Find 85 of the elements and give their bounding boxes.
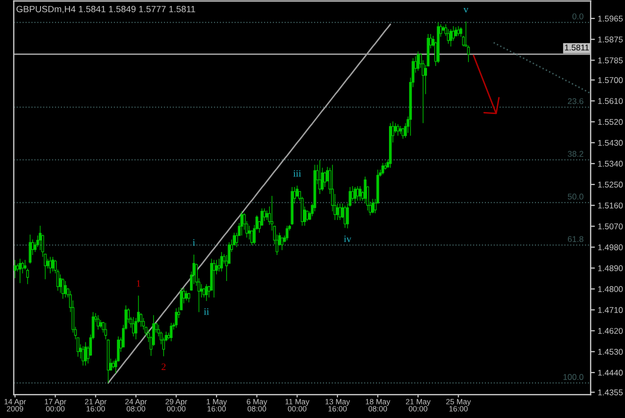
candlestick [396,124,400,136]
annotation: 50.0 [568,194,584,200]
candlestick [24,260,26,270]
candlestick [416,51,420,72]
annotation: 100.0 [563,374,584,380]
annotation: 23.6 [568,98,584,104]
annotation: i [192,239,196,246]
y-tick-label: 1.5785 [598,57,623,64]
y-tick-label: 1.5610 [598,98,623,104]
candlestick [306,210,309,222]
chart-title: GBPUSDm,H4 1.5841 1.5849 1.5777 1.5811 [16,6,196,14]
candlestick [174,308,178,328]
candlestick [354,186,356,204]
candlestick [240,211,244,236]
y-tick-label: 1.5160 [598,202,623,208]
candlestick [106,338,110,384]
candlestick [449,28,452,47]
line-series [492,42,590,94]
y-tick-label: 1.4440 [598,370,623,376]
annotation: 38.2 [568,150,584,157]
annotation: v [464,8,468,13]
candlestick [62,278,64,300]
candlestick [446,28,450,44]
candlestick [263,208,266,222]
candlestick [99,319,102,328]
candlestick [18,258,22,284]
candlestick [205,284,208,302]
candlestick [356,186,359,202]
candlestick [112,360,115,369]
candlestick [389,122,392,168]
y-tick-label: 1.5700 [598,77,623,84]
candlestick [454,26,458,36]
candlestick [280,237,284,251]
y-tick-label: 1.4710 [598,307,623,313]
y-tick-label: 1.5250 [598,182,623,188]
y-tick-label: 1.5520 [598,118,623,125]
candlestick [132,316,135,337]
y-tick-label: 1.4980 [598,244,623,250]
y-tick-label: 1.5430 [598,140,623,146]
candlestick [84,342,87,366]
ref-line-label: 1.5811 [565,44,589,50]
candlestick [202,288,206,298]
y-tick-label: 1.4355 [598,389,623,396]
candlestick [286,225,288,241]
y-tick-label: 1.5875 [598,36,623,42]
candlestick [48,256,52,274]
annotation: 61.8 [568,236,584,242]
annotation: iii [293,170,302,177]
candlestick [170,322,173,342]
candlestick [51,256,54,272]
candlestick [96,314,100,330]
candlestick [184,290,188,301]
candlestick [290,186,294,226]
annotation: ii [204,308,209,315]
candlestick [358,186,362,202]
y-tick-label: 1.4890 [598,265,623,272]
candlestick [187,292,190,303]
annotation: 0.0 [572,13,584,20]
candlestick [212,260,216,298]
y-tick-label: 1.5070 [598,223,623,230]
candlestick [399,126,402,134]
annotation: 1 [136,280,140,287]
candlestick [324,171,326,188]
y-tick-label: 1.4530 [598,348,623,355]
candlestick [28,234,32,264]
candlestick [338,203,342,220]
candlestick [64,280,67,298]
candlestick [344,205,346,228]
y-tick-label: 1.5965 [598,16,623,22]
candlestick [220,252,223,272]
candlestick [26,268,29,284]
y-tick-label: 1.5340 [598,160,623,167]
candlestick [371,198,374,214]
annotation: 2 [162,364,166,370]
candlestick [457,26,460,36]
y-tick-label: 1.4620 [598,328,623,334]
candlestick [104,322,108,340]
y-tick-label: 1.4800 [598,286,623,292]
candlestick [318,160,322,194]
line-series [108,24,392,384]
candlestick [14,260,16,279]
candlestick [436,22,440,64]
candlestick [381,162,384,175]
annotation: iv [344,236,352,242]
candlestick [82,346,84,366]
